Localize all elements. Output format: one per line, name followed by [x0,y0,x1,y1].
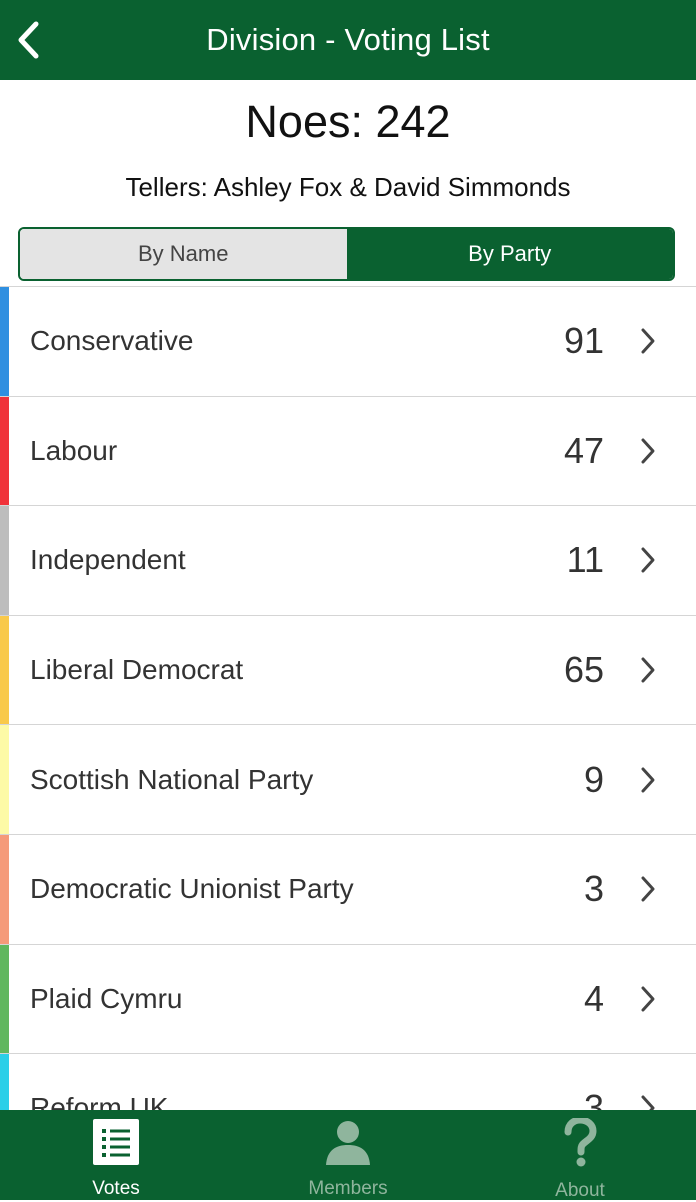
party-name: Reform UK [30,1092,169,1111]
party-color-stripe [0,834,9,944]
party-row-labour[interactable]: Labour 47 [0,396,696,507]
party-name: Conservative [30,325,194,357]
party-row-scottish-national-party[interactable]: Scottish National Party 9 [0,725,696,835]
party-vote-count: 4 [583,977,604,1019]
party-row-democratic-unionist-party[interactable]: Democratic Unionist Party 3 [0,834,696,945]
party-vote-count: 3 [583,1087,604,1111]
chevron-right-icon [641,767,655,793]
chevron-left-icon [18,21,39,59]
chevron-right-icon [641,657,655,683]
tab-label: Votes [92,1178,140,1199]
chevron-right-icon [641,547,655,573]
view-segmented-control: By Name By Party [18,227,675,281]
party-list: Conservative 91 Labour 47 Independent 11… [0,286,696,1111]
list-icon [93,1118,139,1166]
party-row-liberal-democrat[interactable]: Liberal Democrat 65 [0,615,696,726]
party-color-stripe [0,944,9,1054]
chevron-right-icon [641,876,655,902]
page-title: Division - Voting List [206,22,490,57]
party-name: Independent [30,544,186,576]
party-vote-count: 65 [563,649,604,691]
tellers-label: Tellers: Ashley Fox & David Simmonds [125,172,571,202]
tab-about[interactable]: About [464,1110,696,1201]
party-vote-count: 47 [563,429,604,471]
party-vote-count: 9 [583,758,604,800]
party-color-stripe [0,396,9,506]
tab-bar: Votes Members About [0,1110,696,1201]
tab-members[interactable]: Members [232,1110,464,1200]
party-name: Labour [30,434,118,466]
nav-bar: Division - Voting List [0,0,696,80]
party-color-stripe [0,1054,9,1111]
party-name: Democratic Unionist Party [30,873,354,905]
chevron-right-icon [641,328,655,354]
party-name: Liberal Democrat [30,654,244,686]
segment-by-party[interactable]: By Party [346,229,673,279]
party-row-independent[interactable]: Independent 11 [0,506,696,616]
question-mark-icon [562,1118,598,1168]
party-vote-count: 11 [566,539,604,581]
party-vote-count: 3 [583,868,604,910]
chevron-right-icon [641,1095,655,1111]
noes-count: Noes: 242 [245,96,451,147]
tab-label: About [555,1180,605,1201]
party-color-stripe [0,287,9,396]
party-color-stripe [0,725,9,834]
party-row-conservative[interactable]: Conservative 91 [0,287,696,397]
segment-by-name[interactable]: By Name [20,229,347,279]
chevron-right-icon [641,438,655,464]
party-name: Plaid Cymru [30,982,183,1014]
party-row-reform-uk[interactable]: Reform UK 3 [0,1054,696,1111]
party-color-stripe [0,506,9,615]
party-vote-count: 91 [563,320,604,362]
back-button[interactable] [6,12,50,68]
chevron-right-icon [641,986,655,1012]
party-name: Scottish National Party [30,763,314,795]
tab-label: Members [308,1178,388,1199]
party-row-plaid-cymru[interactable]: Plaid Cymru 4 [0,944,696,1055]
person-icon [323,1118,373,1166]
tab-votes[interactable]: Votes [0,1110,232,1200]
party-color-stripe [0,615,9,725]
